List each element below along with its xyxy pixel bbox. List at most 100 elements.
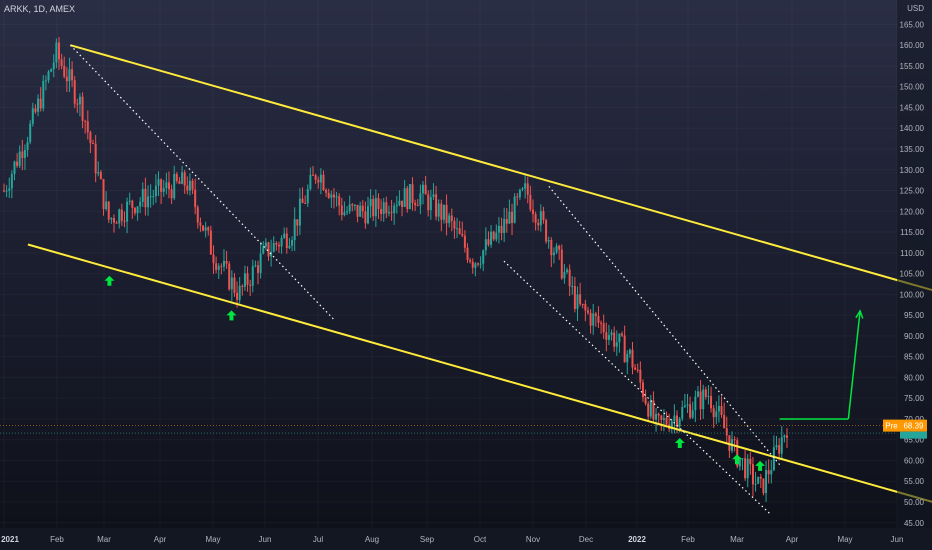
candle-up: [264, 242, 267, 247]
candle-up: [403, 188, 406, 207]
grid: [0, 0, 897, 528]
time-axis: 2021 Feb Mar Apr May Jun Jul Aug Sep Oct Nov Dec 202…: [0, 528, 932, 550]
candle-down: [728, 435, 731, 451]
candle-down: [759, 476, 762, 479]
candle-down: [594, 313, 597, 317]
candle-down: [445, 204, 448, 224]
price-tick-label: 90.00: [904, 332, 925, 341]
candle-down: [351, 204, 354, 206]
up-arrow-icon: [226, 310, 237, 321]
candle-down: [71, 69, 74, 81]
candle-down: [720, 405, 723, 415]
candle-down: [531, 209, 534, 215]
candle-up: [717, 405, 720, 412]
candle-up: [359, 205, 362, 217]
candle-down: [89, 132, 92, 144]
candle-down: [749, 458, 752, 465]
candle-up: [398, 200, 401, 206]
candle-down: [613, 332, 616, 347]
candle-up: [490, 231, 493, 245]
candle-down: [249, 284, 252, 286]
candle-down: [76, 103, 79, 105]
candle-up: [254, 265, 257, 267]
candle-up: [387, 212, 390, 214]
candle-down: [267, 242, 270, 257]
candle-down: [84, 120, 87, 122]
candle-up: [18, 151, 21, 166]
candle-down: [3, 190, 5, 192]
candle-down: [704, 389, 707, 397]
candle-down: [641, 382, 644, 398]
candle-up: [518, 189, 521, 198]
price-tick-label: 100.00: [900, 290, 925, 299]
price-tick-label: 110.00: [900, 249, 924, 258]
candle-up: [770, 470, 773, 475]
candle-up: [521, 188, 524, 190]
candle-down: [115, 222, 118, 224]
drawings: [27, 44, 932, 515]
candle-up: [419, 193, 422, 206]
candle-up: [42, 80, 45, 109]
candle-up: [110, 217, 113, 220]
candle-down: [665, 418, 668, 425]
candle-down: [364, 211, 367, 224]
price-tick-label: 150.00: [900, 83, 925, 92]
time-tick-label: May: [205, 535, 220, 544]
close-price-badge: [900, 431, 927, 439]
candle-up: [141, 188, 144, 202]
candle-up: [204, 227, 207, 231]
candle-up: [152, 196, 155, 198]
candle-down: [511, 211, 514, 223]
candle-down: [406, 188, 409, 209]
candle-down: [196, 207, 199, 223]
candle-down: [786, 435, 788, 438]
candles: [3, 37, 788, 502]
candle-down: [241, 285, 244, 287]
candle-down: [191, 180, 194, 190]
candle-down: [487, 239, 490, 245]
candle-down: [81, 96, 84, 121]
candle-up: [780, 437, 783, 454]
candle-down: [621, 333, 624, 336]
candle-down: [558, 245, 561, 250]
candle-up: [783, 435, 786, 438]
candle-up: [162, 188, 165, 192]
candle-up: [754, 483, 757, 485]
up-arrow-icon: [732, 454, 742, 465]
candle-up: [272, 243, 275, 252]
candle-up: [126, 201, 129, 222]
candle-up: [683, 405, 686, 407]
candle-up: [393, 205, 396, 214]
candle-down: [440, 203, 443, 220]
candle-down: [605, 332, 608, 340]
candle-down: [170, 189, 173, 199]
candle-down: [112, 217, 115, 223]
price-tick-label: 120.00: [900, 207, 925, 216]
candle-down: [416, 205, 419, 207]
candle-down: [325, 189, 328, 193]
price-tick-label: 75.00: [904, 394, 925, 403]
candle-down: [537, 222, 540, 226]
up-arrow-icon: [104, 275, 115, 286]
candle-down: [65, 76, 68, 82]
candle-down: [202, 225, 205, 231]
time-tick-label: 2021: [1, 535, 19, 544]
candle-up: [348, 204, 351, 212]
candle-down: [600, 322, 603, 324]
candle-down: [725, 428, 728, 436]
up-arrow-icon: [755, 460, 766, 471]
candle-up: [607, 335, 610, 340]
candle-up: [694, 396, 697, 411]
candle-down: [458, 228, 461, 234]
candle-down: [275, 243, 278, 245]
candle-up: [217, 266, 220, 270]
candle-down: [131, 200, 134, 208]
price-tick-label: 140.00: [900, 124, 925, 133]
candle-down: [356, 204, 359, 217]
candle-down: [16, 161, 19, 166]
price-tick-label: 65.00: [904, 436, 925, 445]
candle-up: [592, 313, 595, 326]
candle-down: [107, 201, 110, 220]
candle-up: [335, 196, 338, 198]
